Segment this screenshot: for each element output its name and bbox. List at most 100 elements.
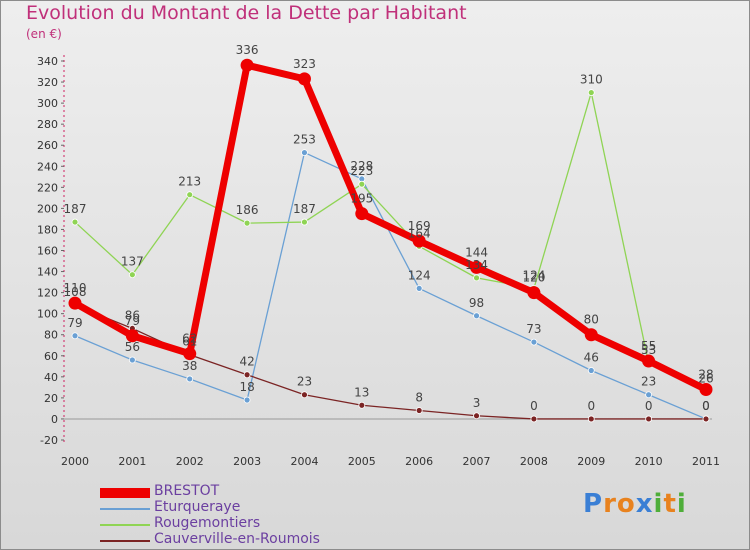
data-label: 53 <box>641 343 656 357</box>
data-point <box>473 312 480 320</box>
data-label: 0 <box>587 399 595 413</box>
series-line <box>74 91 707 393</box>
x-tick-label: 2002 <box>176 455 204 468</box>
data-label: 186 <box>236 203 259 217</box>
y-tick-label: 60 <box>44 350 58 363</box>
y-tick-label: 200 <box>37 202 58 215</box>
x-tick-label: 2010 <box>635 455 663 468</box>
data-point <box>240 58 254 72</box>
data-label: 124 <box>408 268 431 282</box>
y-axis-unit-label: (en €) <box>26 27 62 41</box>
data-label: 228 <box>350 159 373 173</box>
data-label: 134 <box>465 258 488 272</box>
legend-swatch <box>100 488 150 498</box>
data-point <box>415 407 423 414</box>
data-label: 62 <box>182 332 197 346</box>
y-tick-label: 140 <box>37 266 58 279</box>
data-labels-layer: 1107962336323195169144120805528795638182… <box>64 43 714 413</box>
x-tick-label: 2011 <box>692 455 720 468</box>
x-tick-label: 2007 <box>463 455 491 468</box>
data-point <box>183 347 197 361</box>
series-cauverville-en-roumois <box>71 301 710 423</box>
y-tick-label: 120 <box>37 287 58 300</box>
data-point <box>699 382 713 396</box>
data-point <box>186 375 194 383</box>
data-point <box>587 367 595 374</box>
legend-swatch <box>100 524 150 526</box>
data-point <box>358 401 366 409</box>
x-tick-label: 2001 <box>118 455 146 468</box>
data-label: 124 <box>522 268 545 282</box>
y-tick-label: 100 <box>37 308 58 321</box>
series-eturqueraye <box>71 149 710 423</box>
series-line <box>73 61 708 393</box>
data-point <box>358 180 366 188</box>
x-tick-label: 2006 <box>405 455 433 468</box>
data-point <box>645 391 653 399</box>
logo-letter: t <box>663 489 677 519</box>
data-label: 187 <box>293 202 316 216</box>
data-label: 187 <box>64 202 87 216</box>
data-point <box>243 219 251 227</box>
data-point <box>243 396 251 404</box>
data-label: 55 <box>641 339 656 353</box>
legend-label: BRESTOT <box>154 483 220 499</box>
chart-title: Evolution du Montant de la Dette par Hab… <box>26 2 467 24</box>
data-label: 73 <box>526 322 541 336</box>
x-tick-label: 2004 <box>290 455 318 468</box>
data-label: 310 <box>580 73 603 87</box>
y-tick-label: 0 <box>51 413 58 426</box>
data-point <box>125 329 139 343</box>
data-point <box>68 296 82 310</box>
data-point <box>473 412 480 420</box>
data-label: 3 <box>473 396 481 410</box>
data-point <box>301 391 308 399</box>
series-brestot <box>68 58 713 396</box>
data-point <box>412 234 426 248</box>
data-label: 164 <box>408 226 431 240</box>
data-point <box>473 274 480 282</box>
data-point <box>128 356 136 364</box>
data-label: 28 <box>698 367 713 381</box>
data-label: 46 <box>584 351 599 365</box>
data-point <box>530 415 538 423</box>
x-tick-label: 2005 <box>348 455 376 468</box>
data-labels-rougemontiers: 187 137 213 186 187 223 164 134 124 310 53 26 <box>64 73 714 386</box>
data-label: 223 <box>350 164 373 178</box>
data-label: 79 <box>67 316 82 330</box>
y-tick-label: 160 <box>37 245 58 258</box>
data-label: 86 <box>125 308 140 322</box>
data-label: 120 <box>522 271 545 285</box>
logo-letter: o <box>616 489 636 519</box>
data-point <box>702 415 710 423</box>
data-label: 0 <box>530 399 538 413</box>
data-labels-brestot: 110 79 62 336 323 195 169 144 120 80 55 28 <box>64 43 714 381</box>
y-tick-label: 180 <box>37 223 58 236</box>
axes: -200204060801001201401601802002202402602… <box>37 55 720 468</box>
y-tick-label: 260 <box>37 139 58 152</box>
legend-label: Cauverville-en-Roumois <box>154 531 320 547</box>
legend-swatch <box>100 508 150 510</box>
series-line <box>74 304 706 420</box>
data-label: 110 <box>64 281 87 295</box>
data-label: 0 <box>645 399 653 413</box>
data-label: 38 <box>182 359 197 373</box>
data-label: 18 <box>239 380 254 394</box>
y-tick-label: 280 <box>37 118 58 131</box>
data-label: 323 <box>293 57 316 71</box>
x-tick-label: 2000 <box>61 455 89 468</box>
data-point <box>355 207 369 221</box>
data-label: 42 <box>239 355 254 369</box>
data-point <box>128 271 136 279</box>
y-tick-label: 20 <box>44 392 58 405</box>
legend-label: Rougemontiers <box>154 515 261 531</box>
data-point <box>645 415 653 423</box>
data-label: 61 <box>182 335 197 349</box>
y-tick-label: -20 <box>40 434 58 447</box>
data-label: 0 <box>702 399 710 413</box>
data-label: 213 <box>178 175 201 189</box>
legend-label: Eturqueraye <box>154 499 241 515</box>
data-point <box>530 338 538 346</box>
